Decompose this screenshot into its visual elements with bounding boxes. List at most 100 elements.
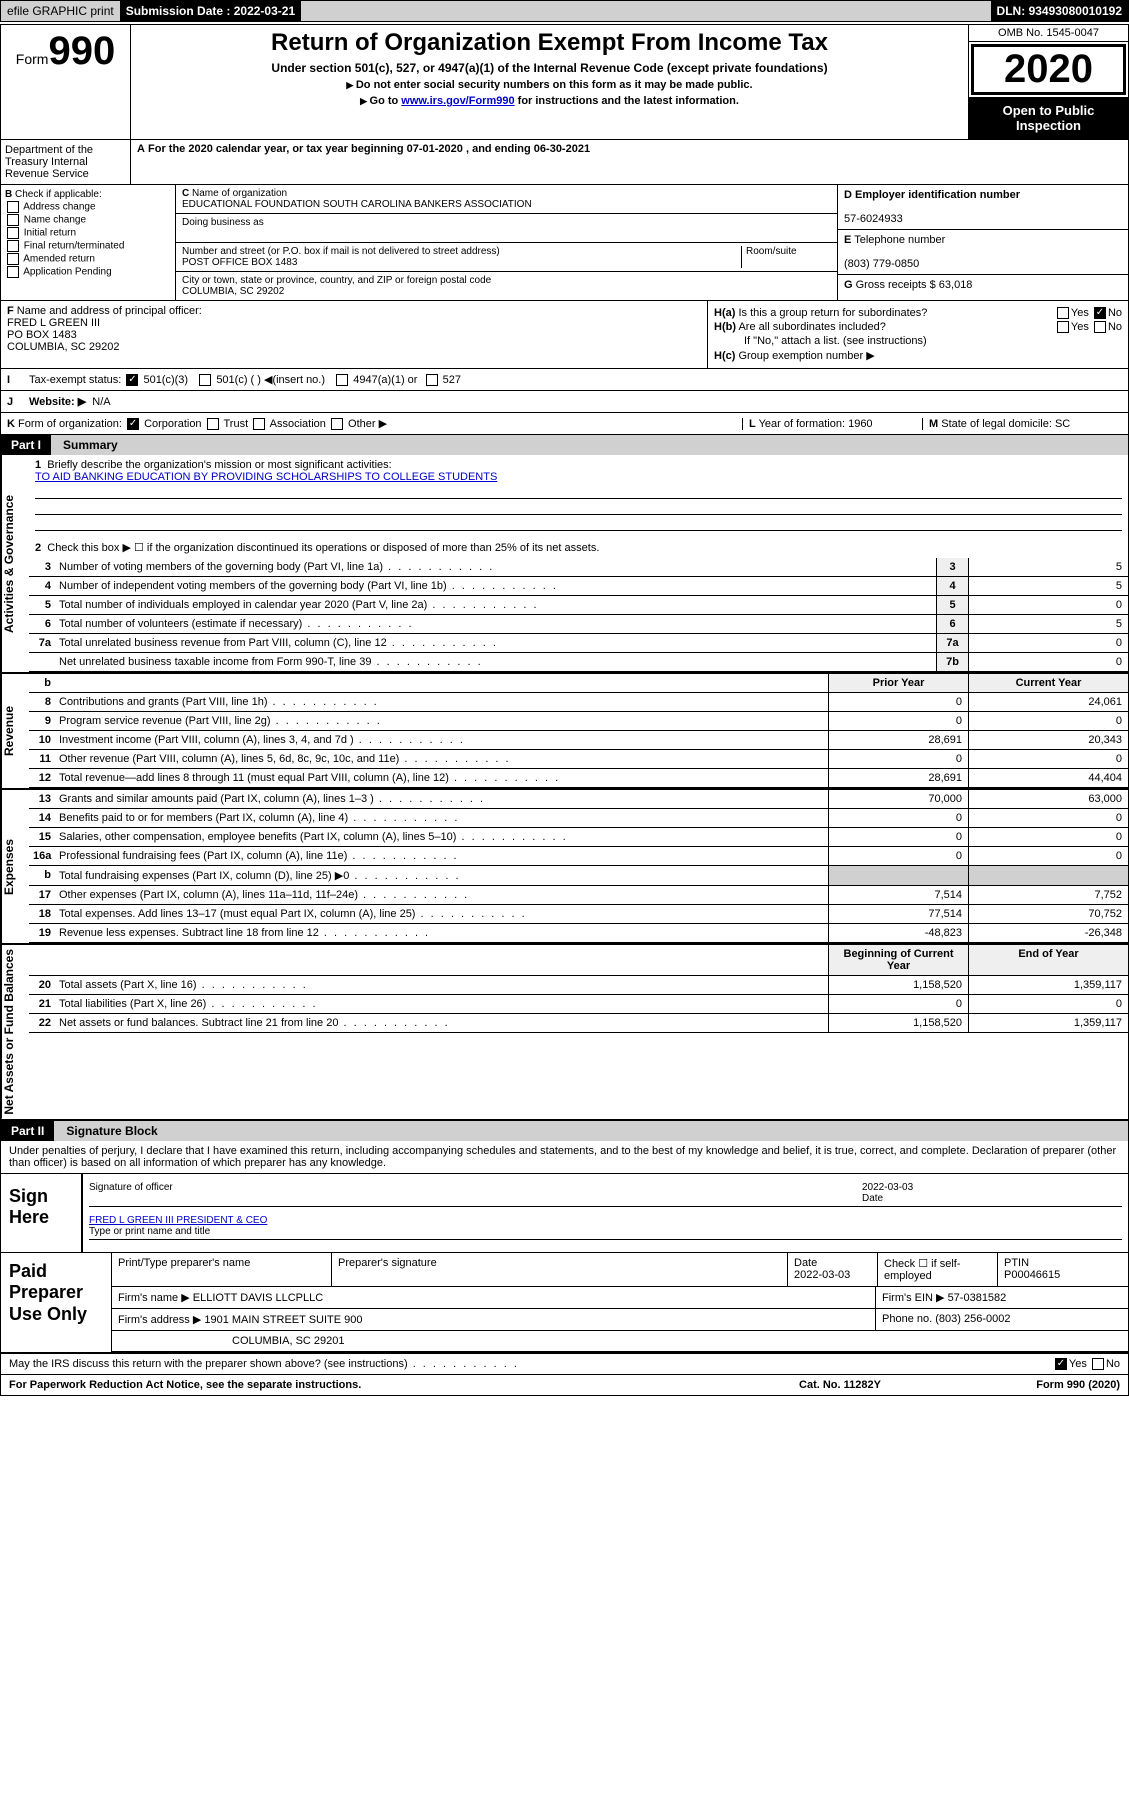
trust-checkbox[interactable] <box>207 418 219 430</box>
org-info: C Name of organization EDUCATIONAL FOUND… <box>176 185 838 300</box>
form-footer: For Paperwork Reduction Act Notice, see … <box>1 1375 1128 1395</box>
firm-phone: (803) 256-0002 <box>935 1313 1010 1325</box>
application-pending-checkbox[interactable] <box>7 266 19 278</box>
part1-header: Part I Summary <box>1 435 1128 455</box>
rev-header: b Prior Year Current Year <box>29 674 1128 693</box>
part2-header: Part II Signature Block <box>1 1121 1128 1141</box>
org-name: EDUCATIONAL FOUNDATION SOUTH CAROLINA BA… <box>182 199 532 210</box>
firm-name: ELLIOTT DAVIS LLCPLLC <box>193 1292 323 1304</box>
summary-row: 4Number of independent voting members of… <box>29 577 1128 596</box>
telephone: (803) 779-0850 <box>844 258 919 270</box>
form-header: Form990 Return of Organization Exempt Fr… <box>1 25 1128 140</box>
open-public-badge: Open to Public Inspection <box>969 97 1128 139</box>
firm-addr: 1901 MAIN STREET SUITE 900 <box>204 1314 362 1326</box>
summary-row: 15Salaries, other compensation, employee… <box>29 828 1128 847</box>
irs-discuss-row: May the IRS discuss this return with the… <box>1 1354 1128 1375</box>
sign-block: Sign Here Signature of officer 2022-03-0… <box>1 1174 1128 1253</box>
sign-here-label: Sign Here <box>1 1174 81 1252</box>
submission-date-box: Submission Date : 2022-03-21 <box>120 1 301 21</box>
527-checkbox[interactable] <box>426 374 438 386</box>
firm-ein: 57-0381582 <box>948 1292 1007 1304</box>
irs-no[interactable] <box>1092 1358 1104 1370</box>
name-change-checkbox[interactable] <box>7 214 19 226</box>
tax-exempt-row: I Tax-exempt status: 501(c)(3) 501(c) ( … <box>1 369 1128 391</box>
summary-row: 14Benefits paid to or for members (Part … <box>29 809 1128 828</box>
instructions-link[interactable]: www.irs.gov/Form990 <box>401 95 514 107</box>
omb-number: OMB No. 1545-0047 <box>969 25 1128 42</box>
assoc-checkbox[interactable] <box>253 418 265 430</box>
summary-row: 3Number of voting members of the governi… <box>29 558 1128 577</box>
summary-row: 19Revenue less expenses. Subtract line 1… <box>29 924 1128 943</box>
summary-row: 16aProfessional fundraising fees (Part I… <box>29 847 1128 866</box>
info-grid: B Check if applicable: Address change Na… <box>1 185 1128 301</box>
summary-row: 11Other revenue (Part VIII, column (A), … <box>29 750 1128 769</box>
officer-name[interactable]: FRED L GREEN III PRESIDENT & CEO <box>89 1215 267 1226</box>
mission-text[interactable]: TO AID BANKING EDUCATION BY PROVIDING SC… <box>35 471 497 483</box>
dept-treasury: Department of the Treasury Internal Reve… <box>1 140 131 184</box>
form-title: Return of Organization Exempt From Incom… <box>135 29 964 57</box>
cat-number: Cat. No. 11282Y <box>740 1379 940 1391</box>
summary-row: 10Investment income (Part VIII, column (… <box>29 731 1128 750</box>
amended-return-checkbox[interactable] <box>7 253 19 265</box>
final-return-checkbox[interactable] <box>7 240 19 252</box>
form-title-box: Return of Organization Exempt From Incom… <box>131 25 968 139</box>
summary-row: 21Total liabilities (Part X, line 26)00 <box>29 995 1128 1014</box>
sign-date: 2022-03-03 <box>862 1182 913 1193</box>
501c3-checkbox[interactable] <box>126 374 138 386</box>
irs-yes[interactable] <box>1055 1358 1067 1370</box>
summary-row: 17Other expenses (Part IX, column (A), l… <box>29 886 1128 905</box>
address-change-checkbox[interactable] <box>7 201 19 213</box>
org-street: POST OFFICE BOX 1483 <box>182 257 297 268</box>
ha-no[interactable] <box>1094 307 1106 319</box>
officer-group-row: F Name and address of principal officer:… <box>1 301 1128 369</box>
group-return: H(a) Is this a group return for subordin… <box>708 301 1128 368</box>
form-container: Form990 Return of Organization Exempt Fr… <box>0 24 1129 1396</box>
paperwork-notice: For Paperwork Reduction Act Notice, see … <box>9 1379 740 1391</box>
org-city: COLUMBIA, SC 29202 <box>182 286 284 297</box>
firm-addr2: COLUMBIA, SC 29201 <box>112 1331 1128 1351</box>
activities-governance: Activities & Governance 1 Briefly descri… <box>1 455 1128 674</box>
tax-year: 2020 <box>971 44 1126 95</box>
corp-checkbox[interactable] <box>127 418 139 430</box>
efile-header: efile GRAPHIC print Submission Date : 20… <box>0 0 1129 22</box>
state-domicile: SC <box>1055 418 1070 430</box>
summary-row: 22Net assets or fund balances. Subtract … <box>29 1014 1128 1033</box>
form-subtitle: Under section 501(c), 527, or 4947(a)(1)… <box>135 61 964 75</box>
summary-row: 20Total assets (Part X, line 16)1,158,52… <box>29 976 1128 995</box>
signature-line: Signature of officer <box>89 1182 862 1204</box>
vtab-na: Net Assets or Fund Balances <box>1 945 29 1119</box>
ssn-note: Do not enter social security numbers on … <box>135 79 964 91</box>
vtab-exp: Expenses <box>1 790 29 943</box>
ha-yes[interactable] <box>1057 307 1069 319</box>
tax-period: A For the 2020 calendar year, or tax yea… <box>131 140 1128 184</box>
summary-row: 8Contributions and grants (Part VIII, li… <box>29 693 1128 712</box>
summary-row: 12Total revenue—add lines 8 through 11 (… <box>29 769 1128 788</box>
form-org-row: K Form of organization: Corporation Trus… <box>1 413 1128 435</box>
summary-row: 18Total expenses. Add lines 13–17 (must … <box>29 905 1128 924</box>
website: N/A <box>92 396 110 408</box>
4947-checkbox[interactable] <box>336 374 348 386</box>
501c-checkbox[interactable] <box>199 374 211 386</box>
summary-row: 5Total number of individuals employed in… <box>29 596 1128 615</box>
hb-yes[interactable] <box>1057 321 1069 333</box>
form-number-box: Form990 <box>1 25 131 139</box>
website-row: J Website: ▶ N/A <box>1 391 1128 413</box>
ptin: P00046615 <box>1004 1269 1060 1281</box>
summary-row: 6Total number of volunteers (estimate if… <box>29 615 1128 634</box>
efile-label: efile GRAPHIC print <box>1 1 120 21</box>
summary-row: 9Program service revenue (Part VIII, lin… <box>29 712 1128 731</box>
vtab-rev: Revenue <box>1 674 29 788</box>
initial-return-checkbox[interactable] <box>7 227 19 239</box>
na-header: Beginning of Current Year End of Year <box>29 945 1128 976</box>
org-right-info: D Employer identification number57-60249… <box>838 185 1128 300</box>
year-formation: 1960 <box>848 418 872 430</box>
hb-no[interactable] <box>1094 321 1106 333</box>
paid-preparer-block: Paid Preparer Use Only Print/Type prepar… <box>1 1253 1128 1354</box>
dln-box: DLN: 93493080010192 <box>991 1 1128 21</box>
gross-receipts: 63,018 <box>939 279 973 291</box>
revenue-section: Revenue b Prior Year Current Year 8Contr… <box>1 674 1128 790</box>
instructions-note: Go to www.irs.gov/Form990 for instructio… <box>135 95 964 107</box>
summary-row: 13Grants and similar amounts paid (Part … <box>29 790 1128 809</box>
other-checkbox[interactable] <box>331 418 343 430</box>
summary-row: bTotal fundraising expenses (Part IX, co… <box>29 866 1128 886</box>
